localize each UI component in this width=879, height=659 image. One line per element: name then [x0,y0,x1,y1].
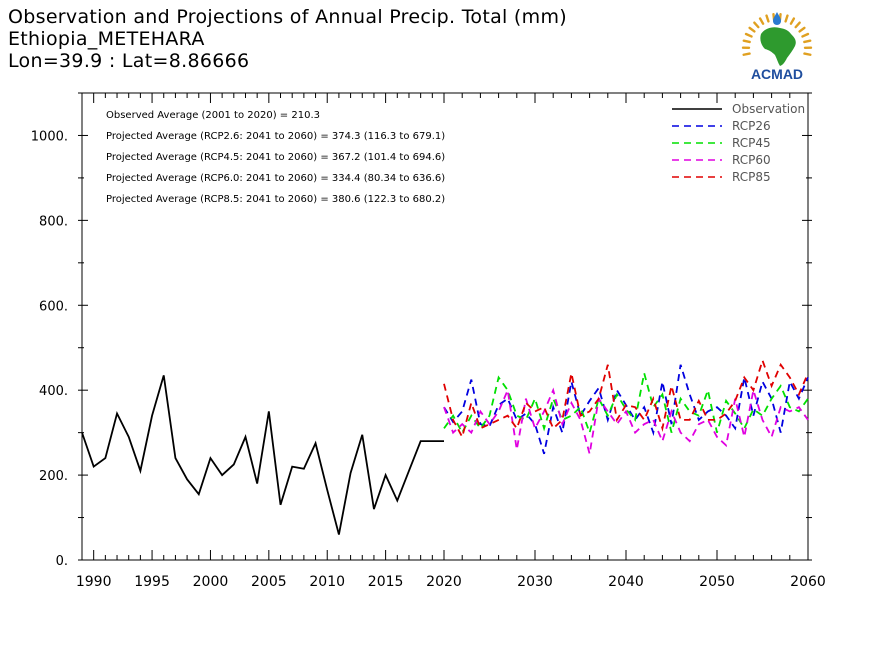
x-tick-label: 2020 [426,574,462,590]
x-tick-label: 1990 [76,574,112,590]
water-drop-icon [773,12,781,25]
y-tick-label: 600. [39,299,68,314]
series-rcp60-line [443,386,809,455]
sun-ray [789,17,796,25]
annotation-line: Projected Average (RCP4.5: 2041 to 2060)… [106,152,445,163]
x-tick-label: 1995 [134,574,170,590]
sun-ray [758,17,765,25]
x-tick-label: 2010 [309,574,345,590]
annotation-line: Projected Average (RCP6.0: 2041 to 2060)… [106,173,445,184]
x-tick-label: 2030 [517,574,553,590]
chart-title: Observation and Projections of Annual Pr… [8,6,567,28]
chart-title-block: Observation and Projections of Annual Pr… [8,6,567,72]
acmad-logo: ACMAD [741,12,813,82]
sun-ray [803,39,812,44]
x-tick-label: 2005 [251,574,287,590]
sun-ray [742,52,751,56]
series-rcp85-line [443,357,809,440]
annotation-line: Projected Average (RCP8.5: 2041 to 2060)… [106,194,445,205]
x-tick-label: 2050 [699,574,735,590]
y-tick-label: 1000. [31,129,68,144]
series-rcp45-line [443,372,809,436]
chart-legend: Observation RCP26 RCP45 RCP60 RCP85 [672,102,805,184]
sun-ray [784,14,789,23]
legend-label: RCP85 [732,170,771,184]
legend-label: RCP60 [732,153,771,167]
africa-shape [760,27,796,66]
y-tick-label: 200. [39,469,68,484]
legend-label: Observation [732,102,805,116]
sun-ray [753,21,760,29]
sun-ray [798,26,806,33]
sun-ray [742,39,751,44]
sun-ray [744,32,753,38]
legend-label: RCP26 [732,119,771,133]
logo-text: ACMAD [751,66,803,82]
x-tick-label: 2060 [790,574,826,590]
sun-ray [765,14,770,23]
sun-ray [748,26,756,33]
station-name: Ethiopia_METEHARA [8,28,205,50]
sun-rays [741,12,813,56]
sun-ray [794,21,801,29]
observation-line [81,375,444,535]
x-tick-label: 2040 [608,574,644,590]
sun-ray [803,52,812,56]
x-tick-label: 2000 [193,574,229,590]
sun-ray [801,32,810,38]
y-tick-label: 0. [56,554,68,569]
annotation-line: Observed Average (2001 to 2020) = 210.3 [106,110,320,121]
station-coords: Lon=39.9 : Lat=8.86666 [8,50,250,72]
y-tick-label: 400. [39,384,68,399]
observation-layer [81,375,444,535]
projection-layer [443,357,809,455]
legend-label: RCP45 [732,136,771,150]
y-tick-label: 800. [39,214,68,229]
chart-annotations: Observed Average (2001 to 2020) = 210.3 P… [106,110,445,205]
annotation-line: Projected Average (RCP2.6: 2041 to 2060)… [106,131,445,142]
chart-axes: 0. 200. 400. 600. 800. 1000. 1990 1995 2000 2005 2… [31,92,826,590]
plot-frame [81,92,809,561]
x-tick-label: 2015 [368,574,404,590]
